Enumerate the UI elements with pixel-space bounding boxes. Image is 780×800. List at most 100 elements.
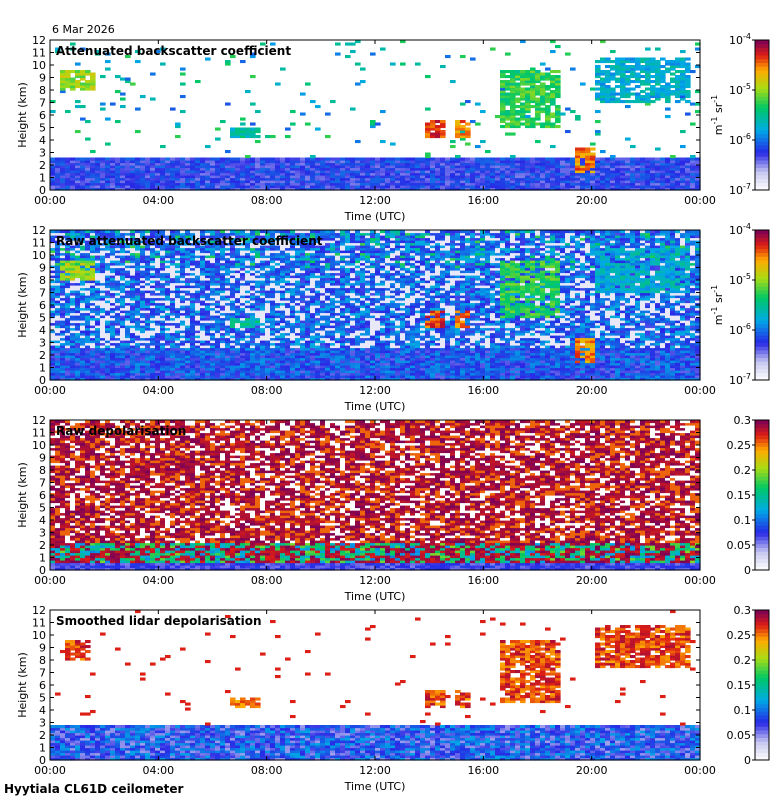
heatmap-cell [175, 182, 181, 186]
colorbar-segment [755, 111, 769, 116]
heatmap-cell [535, 140, 541, 144]
heatmap-cell [315, 187, 321, 191]
heatmap-cell [535, 122, 541, 126]
heatmap-cell [380, 157, 386, 161]
heatmap-cell [410, 160, 416, 164]
heatmap-cell [95, 172, 101, 176]
heatmap-cell [270, 162, 276, 166]
heatmap-cell [415, 182, 421, 186]
heatmap-cell [380, 185, 386, 189]
heatmap-cell [530, 162, 536, 166]
heatmap-cell [185, 185, 191, 189]
heatmap-cell [460, 132, 466, 136]
heatmap-cell [175, 135, 181, 139]
heatmap-cell [350, 187, 356, 191]
heatmap-cell [70, 177, 76, 181]
y-axis-label: Height (km) [16, 82, 29, 148]
heatmap-cell [285, 172, 291, 176]
heatmap-cell [320, 165, 326, 169]
heatmap-cell [275, 165, 281, 169]
heatmap-cell [65, 110, 71, 114]
heatmap-cell [545, 77, 551, 81]
heatmap-cell [435, 165, 441, 169]
heatmap-cell [290, 165, 296, 169]
heatmap-cell [335, 182, 341, 186]
heatmap-cell [110, 172, 116, 176]
heatmap-cell [140, 165, 146, 169]
heatmap-cell [470, 182, 476, 186]
heatmap-cell [75, 72, 81, 76]
heatmap-cell [540, 157, 546, 161]
heatmap-cell [620, 157, 626, 161]
heatmap-cell [510, 87, 516, 91]
heatmap-cell [375, 157, 381, 161]
heatmap-cell [630, 157, 636, 161]
heatmap-cell [490, 170, 496, 174]
heatmap-cell [485, 167, 491, 171]
heatmap-cell [260, 187, 266, 191]
heatmap-cell [375, 177, 381, 181]
heatmap-cell [60, 172, 66, 176]
heatmap-cell [230, 55, 236, 59]
heatmap-cell [325, 162, 331, 166]
heatmap-cell [490, 177, 496, 181]
heatmap-cell [495, 172, 501, 176]
heatmap-cell [70, 87, 76, 91]
heatmap-cell [445, 177, 451, 181]
heatmap-cell [350, 107, 356, 111]
heatmap-cell [180, 110, 186, 114]
heatmap-cell [180, 162, 186, 166]
heatmap-cell [150, 157, 156, 161]
heatmap-cell [520, 97, 526, 101]
heatmap-cell [530, 67, 536, 71]
y-tick-label: 7 [39, 97, 46, 110]
heatmap-cell [340, 157, 346, 161]
heatmap-cell [355, 180, 361, 184]
heatmap-cell [540, 100, 546, 104]
heatmap-cell [320, 175, 326, 179]
heatmap-cell [65, 175, 71, 179]
heatmap-cell [130, 165, 136, 169]
heatmap-cell [525, 110, 531, 114]
heatmap-cell [70, 180, 76, 184]
heatmap-cell [95, 187, 101, 191]
heatmap-cell [545, 167, 551, 171]
heatmap-cell [595, 157, 601, 161]
heatmap-cell [420, 187, 426, 191]
heatmap-cell [255, 130, 261, 134]
heatmap-cell [445, 187, 451, 191]
heatmap-cell [450, 167, 456, 171]
heatmap-cell [525, 172, 531, 176]
heatmap-cell [310, 157, 316, 161]
heatmap-cell [265, 177, 271, 181]
heatmap-cell [425, 127, 431, 131]
colorbar-segment [755, 43, 769, 48]
heatmap-cell [470, 177, 476, 181]
heatmap-cell [170, 187, 176, 191]
heatmap-cell [460, 162, 466, 166]
heatmap-cell [400, 175, 406, 179]
heatmap-cell [120, 175, 126, 179]
heatmap-cell [235, 170, 241, 174]
heatmap-cell [690, 155, 696, 159]
heatmap-cell [280, 187, 286, 191]
heatmap-cell [545, 92, 551, 96]
heatmap-cell [90, 160, 96, 164]
heatmap-cell [510, 82, 516, 86]
heatmap-cell [545, 75, 551, 79]
heatmap-cell [265, 185, 271, 189]
heatmap-cell [535, 185, 541, 189]
heatmap-cell [85, 162, 91, 166]
heatmap-cell [565, 170, 571, 174]
heatmap-cell [415, 160, 421, 164]
heatmap-cell [560, 172, 566, 176]
heatmap-cell [460, 55, 466, 59]
heatmap-cell [515, 110, 521, 114]
heatmap-cell [420, 175, 426, 179]
heatmap-cell [505, 82, 511, 86]
heatmap-cell [660, 57, 666, 61]
heatmap-cell [300, 172, 306, 176]
heatmap-cell [175, 187, 181, 191]
heatmap-cell [385, 157, 391, 161]
heatmap-cell [295, 157, 301, 161]
